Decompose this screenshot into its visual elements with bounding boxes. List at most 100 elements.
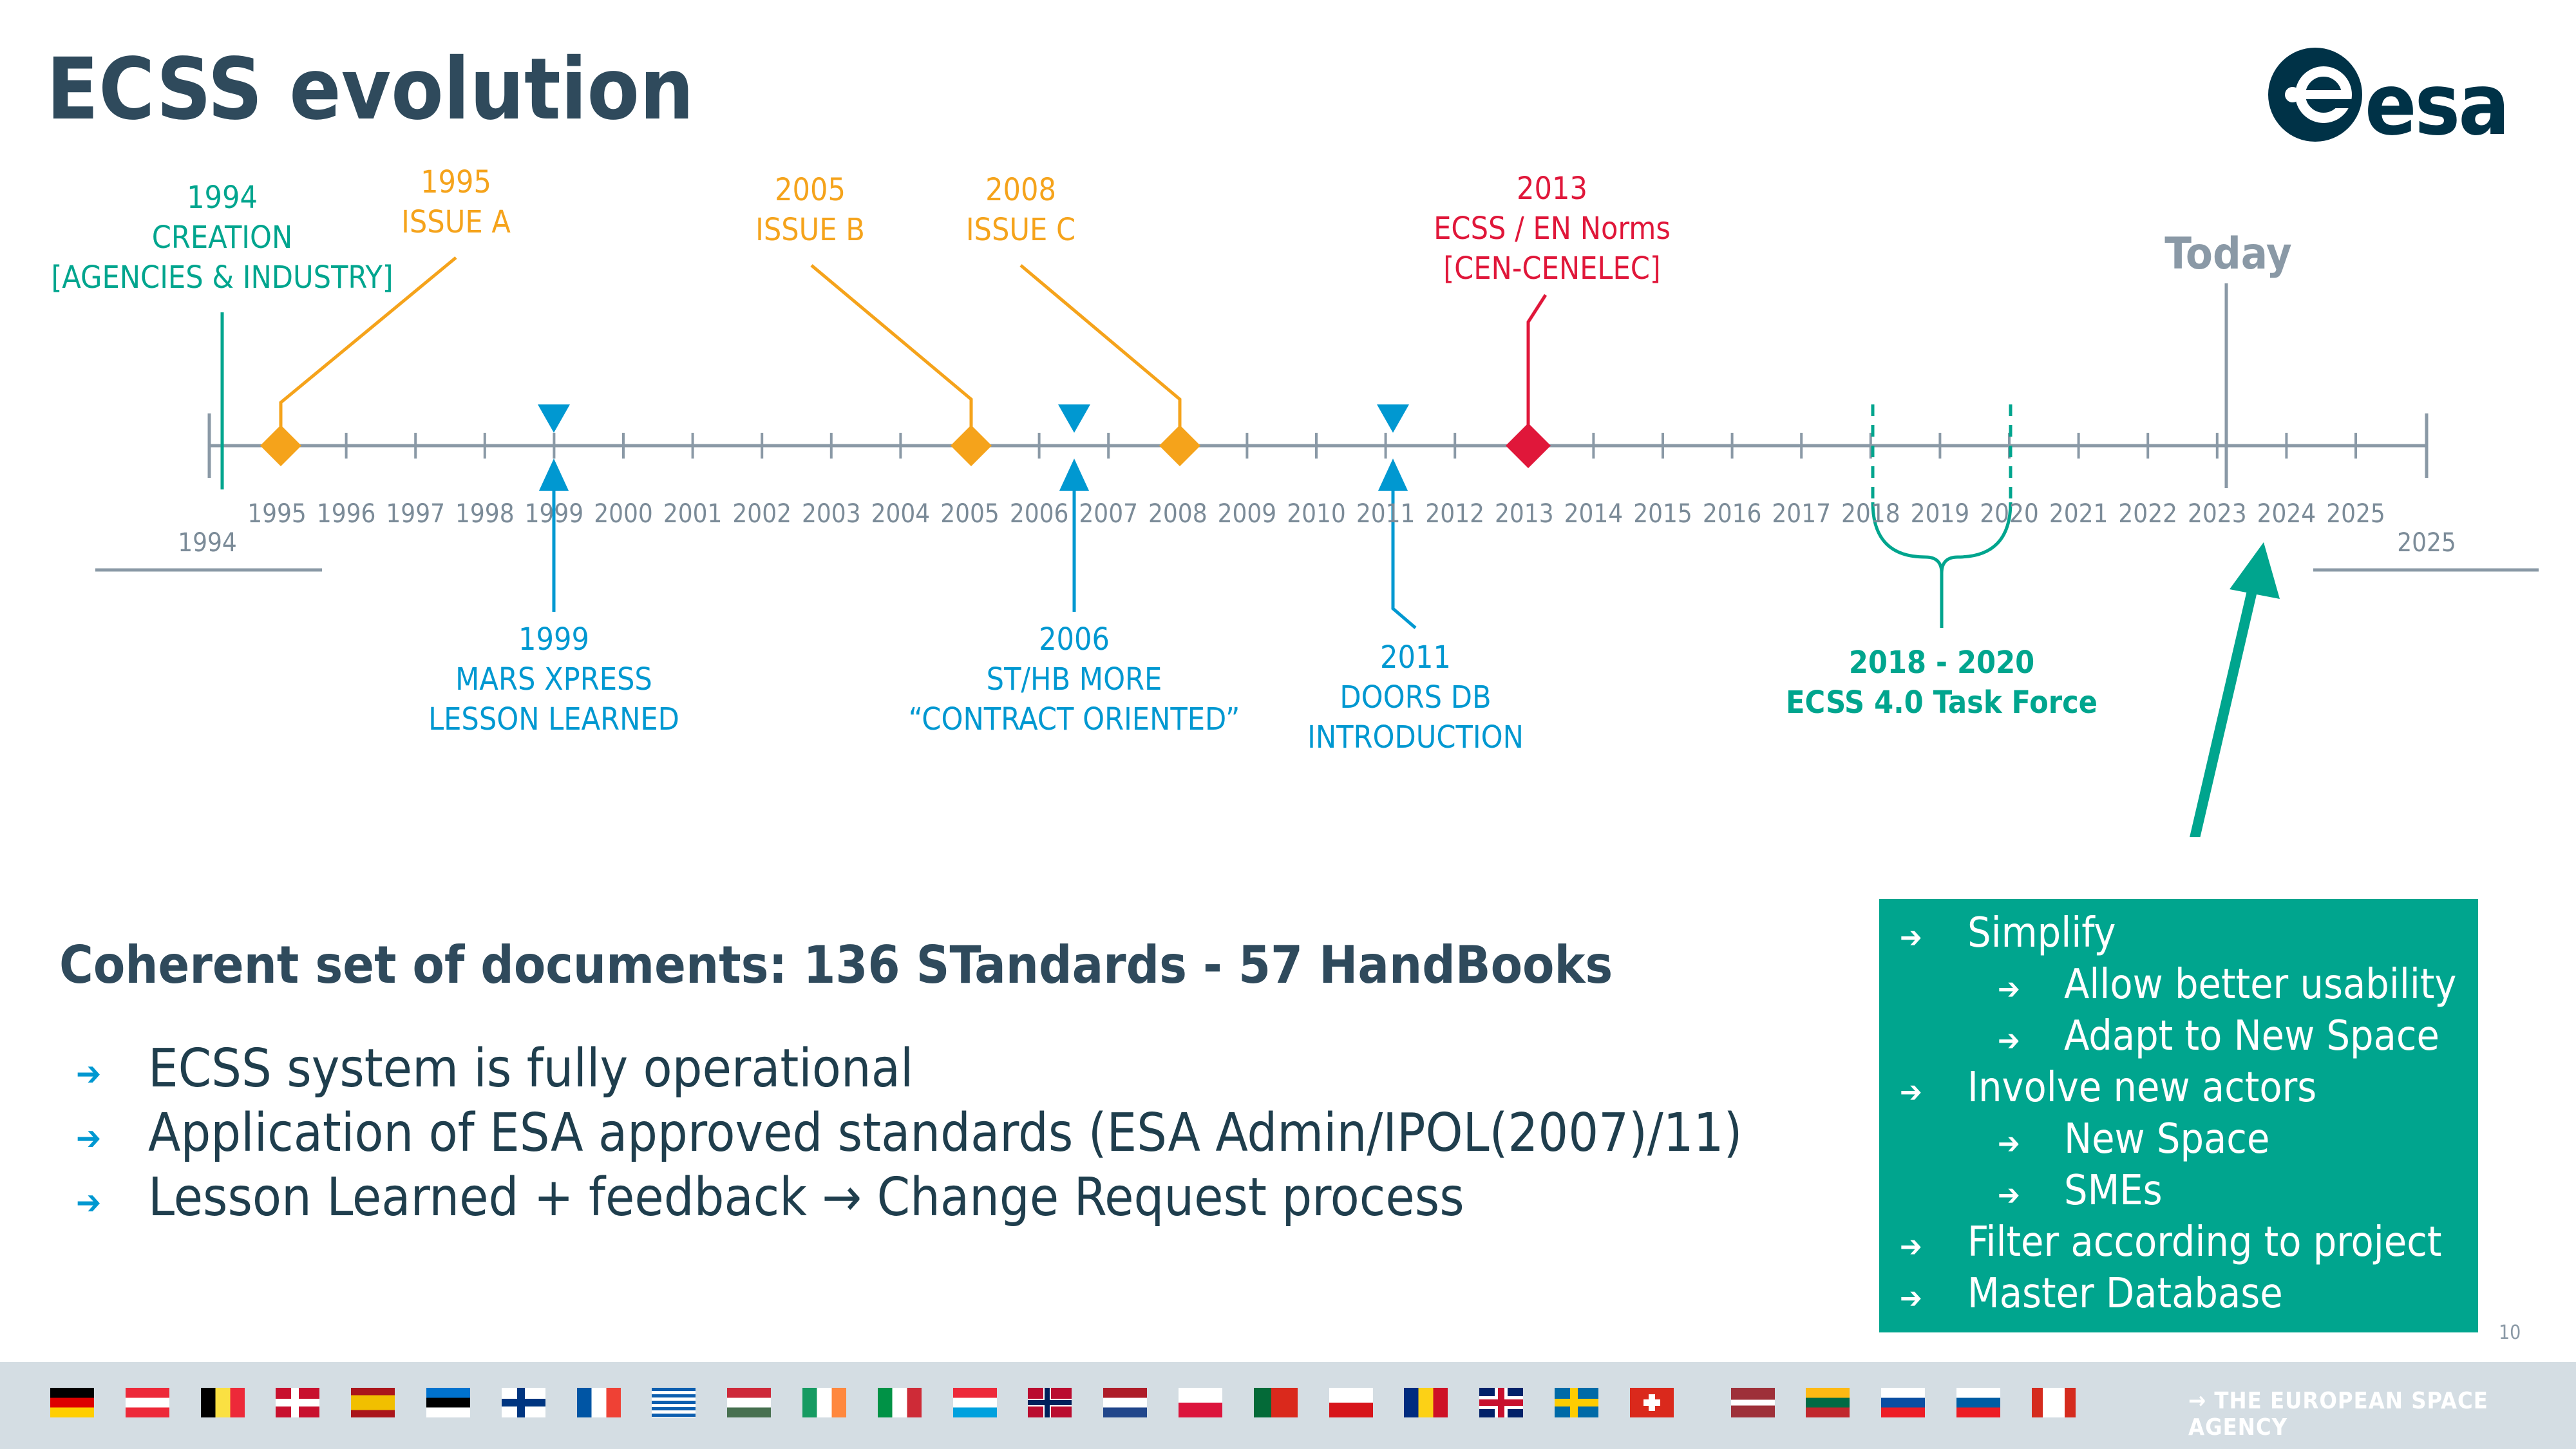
- event-2008-year: 2008: [985, 172, 1056, 208]
- marker-2011-triangle: [1377, 404, 1409, 433]
- event-2011-line-2: INTRODUCTION: [1307, 719, 1524, 755]
- flag-greece-icon: [652, 1388, 696, 1417]
- flag-belgium-icon: [200, 1388, 245, 1417]
- tick-label: 2003: [802, 499, 861, 529]
- event-2005: 2005 ISSUE B: [755, 170, 865, 250]
- event-1994: 1994 CREATION [AGENCIES & INDUSTRY]: [51, 178, 393, 298]
- tick-label: 2008: [1148, 499, 1208, 529]
- flag-italy-icon: [877, 1388, 922, 1417]
- tick-label: 1998: [455, 499, 515, 529]
- goal-smes: SMEs: [2064, 1167, 2163, 1215]
- bullet-arrow-icon: ➔: [76, 1184, 102, 1222]
- goal-simplify: Simplify: [1967, 909, 2116, 957]
- today-arrow-head: [2230, 542, 2280, 599]
- goal-involve: Involve new actors: [1967, 1064, 2317, 1112]
- goal-filter: Filter according to project: [1967, 1218, 2442, 1266]
- tick-label: 2009: [1217, 499, 1277, 529]
- norms-diamond: [1506, 423, 1551, 468]
- event-2018-2020-line-1: ECSS 4.0 Task Force: [1786, 685, 2098, 721]
- flag-portugal-icon: [1253, 1388, 1298, 1417]
- tick-label: 1999: [524, 499, 584, 529]
- tick-label: 2013: [1495, 499, 1554, 529]
- tick-label: 2006: [1009, 499, 1069, 529]
- tick-label: 2020: [1980, 499, 2039, 529]
- event-2006: 2006 ST/HB MORE “CONTRACT ORIENTED”: [909, 620, 1240, 739]
- event-1999: 1999 MARS XPRESS LESSON LEARNED: [428, 620, 679, 739]
- esa-logo-text: esa: [2365, 55, 2510, 155]
- issue-c-leader: [1019, 264, 1182, 443]
- tick-label: 2024: [2257, 499, 2316, 529]
- norms-leader: [1526, 294, 1548, 443]
- flag-poland-icon: [1179, 1388, 1222, 1417]
- flag-slovenia-icon: [1956, 1388, 2000, 1417]
- event-2008: 2008 ISSUE C: [966, 170, 1075, 250]
- tick-label: 2023: [2188, 499, 2247, 529]
- flag-luxembourg-icon: [952, 1388, 997, 1417]
- issue-b-leader: [810, 264, 973, 443]
- event-2018-2020: 2018 - 2020 ECSS 4.0 Task Force: [1786, 643, 2098, 723]
- tick-label: 2002: [732, 499, 791, 529]
- event-2005-year: 2005: [775, 172, 846, 208]
- page-number: 10: [2499, 1321, 2521, 1344]
- tick-label: 2005: [940, 499, 999, 529]
- flag-united-kingdom-icon: [1479, 1388, 1524, 1417]
- summary-heading: Coherent set of documents: 136 STandards…: [59, 935, 1613, 995]
- event-2013-line-1: ECSS / EN Norms: [1434, 211, 1671, 247]
- esa-logo-mark-icon: [2268, 48, 2362, 142]
- event-2011: 2011 DOORS DB INTRODUCTION: [1307, 638, 1524, 757]
- event-2018-2020-year: 2018 - 2020: [1848, 645, 2035, 681]
- page-title: ECSS evolution: [46, 40, 694, 139]
- tick-label: 2016: [1702, 499, 1762, 529]
- footer-tagline: → THE EUROPEAN SPACE AGENCY: [2188, 1388, 2488, 1441]
- esa-logo: [2267, 46, 2363, 143]
- tick-label: 2004: [871, 499, 931, 529]
- event-2006-line-1: ST/HB MORE: [986, 661, 1162, 697]
- arrow-icon: ➔: [1998, 971, 2020, 1006]
- issue-b-diamond: [951, 425, 992, 466]
- bullet-arrow-icon: ➔: [76, 1055, 102, 1094]
- tick-label: 2000: [594, 499, 653, 529]
- event-1995-year: 1995: [421, 164, 491, 200]
- event-2013-year: 2013: [1517, 171, 1587, 207]
- tick-label: 2007: [1079, 499, 1138, 529]
- arrow-icon: ➔: [1900, 1280, 1922, 1315]
- tick-label: 2017: [1772, 499, 1831, 529]
- goal-master-db: Master Database: [1967, 1270, 2283, 1318]
- flag-austria-icon: [125, 1388, 169, 1417]
- timeline-end-label: 2025: [2397, 528, 2456, 558]
- tick-label: 2011: [1356, 499, 1416, 529]
- marker-1999-arrow: [539, 459, 569, 491]
- tick-label: 1996: [316, 499, 376, 529]
- arrow-icon: ➔: [1998, 1023, 2020, 1057]
- event-1994-line-1: CREATION: [151, 220, 293, 256]
- event-2013: 2013 ECSS / EN Norms [CEN-CENELEC]: [1434, 169, 1671, 289]
- future-goals-box: [1879, 899, 2478, 1332]
- event-1994-line-2: [AGENCIES & INDUSTRY]: [51, 260, 393, 296]
- arrow-icon: ➔: [1900, 1229, 1922, 1264]
- timeline-start-label: 1994: [178, 528, 237, 558]
- arrow-icon: ➔: [1998, 1126, 2020, 1160]
- flag-norway-icon: [1028, 1388, 1072, 1417]
- flag-germany-icon: [50, 1388, 94, 1417]
- goal-adapt: Adapt to New Space: [2064, 1012, 2439, 1060]
- tick-label: 2025: [2326, 499, 2385, 529]
- goal-new-space: New Space: [2064, 1115, 2270, 1163]
- flag-canada-icon: [2031, 1388, 2076, 1417]
- flag-ireland-icon: [802, 1388, 846, 1417]
- event-2006-year: 2006: [1039, 621, 1110, 658]
- issue-a-diamond: [260, 425, 301, 466]
- timeline-graphic: [95, 256, 2539, 837]
- flag-spain-icon: [351, 1388, 395, 1417]
- event-2011-line-1: DOORS DB: [1340, 679, 1492, 715]
- tick-label: 2010: [1287, 499, 1346, 529]
- event-2006-line-2: “CONTRACT ORIENTED”: [908, 701, 1240, 737]
- bullet-2: Application of ESA approved standards (E…: [148, 1103, 1743, 1164]
- event-1994-year: 1994: [187, 180, 258, 216]
- flag-romania-icon: [1404, 1388, 1448, 1417]
- flag-lithuania-icon: [1806, 1388, 1850, 1417]
- flag-finland-icon: [501, 1388, 545, 1417]
- event-2005-line-1: ISSUE B: [755, 212, 865, 248]
- tick-label: 2015: [1633, 499, 1692, 529]
- today-label: Today: [2164, 229, 2292, 279]
- arrow-icon: ➔: [1900, 920, 1922, 954]
